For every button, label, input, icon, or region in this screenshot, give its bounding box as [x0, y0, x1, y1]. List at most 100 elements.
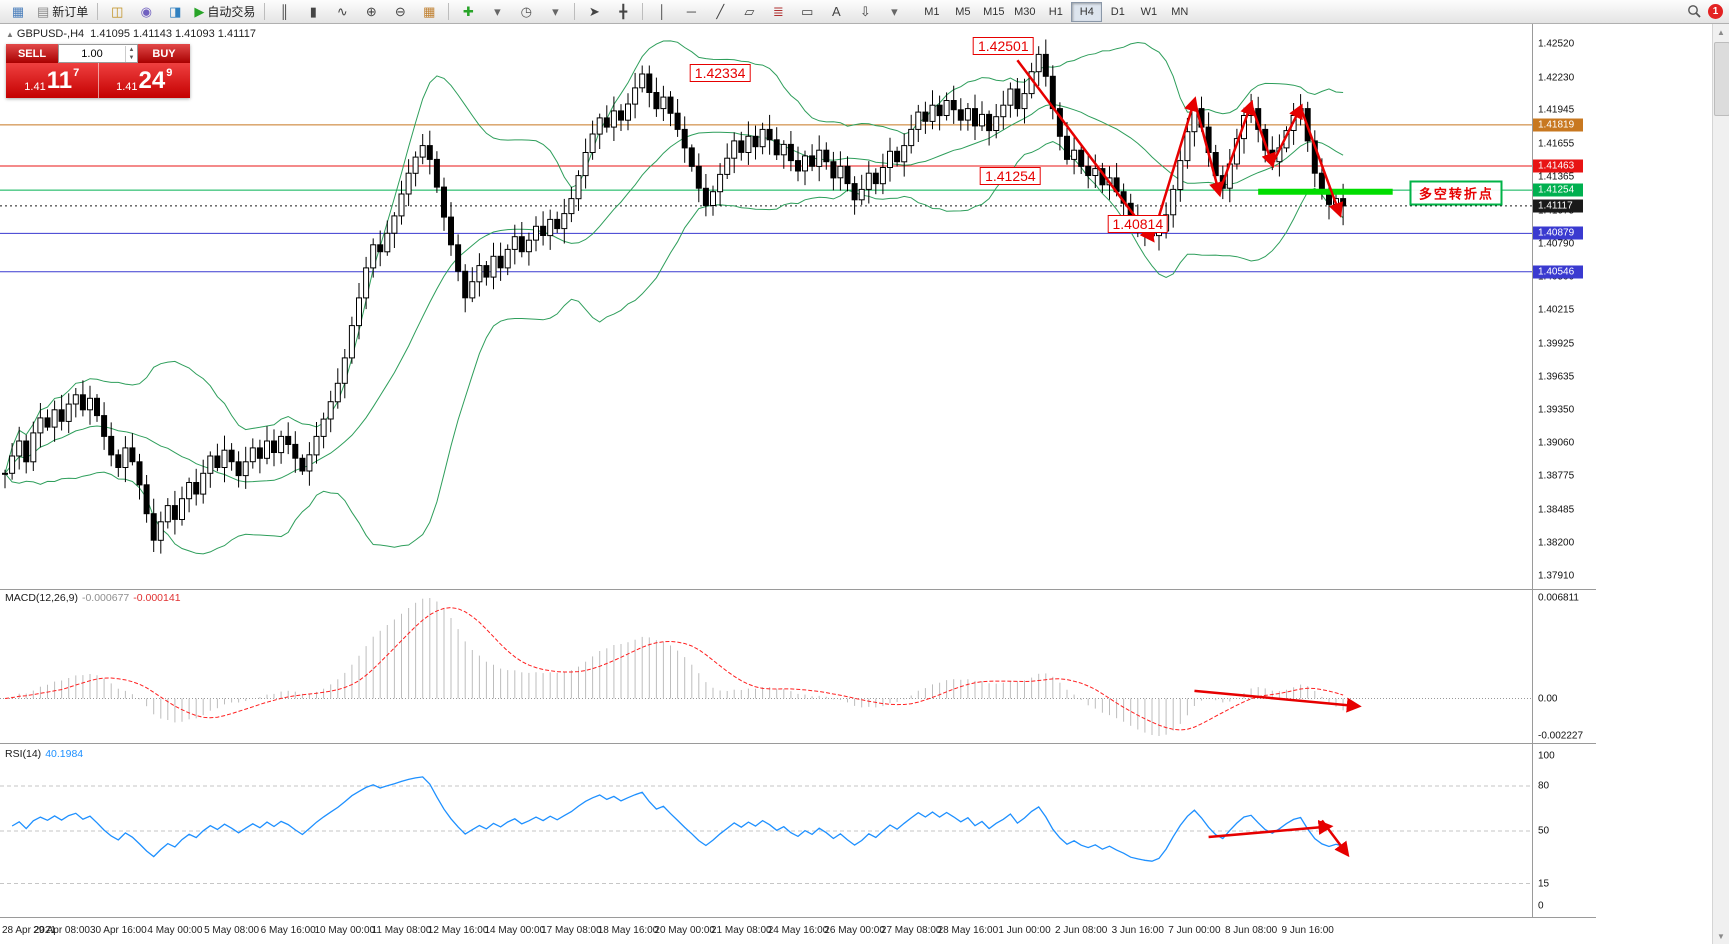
candle	[412, 151, 419, 187]
terminal-icon[interactable]: ◨	[161, 1, 189, 23]
autotrading-button[interactable]: ▶ 自动交易	[190, 1, 259, 23]
price-chart[interactable]	[0, 24, 1596, 944]
candle	[1014, 78, 1021, 117]
candle	[426, 130, 433, 175]
market-watch-icon[interactable]: ◫	[103, 1, 131, 23]
candle	[1021, 78, 1028, 124]
candle	[136, 453, 143, 500]
volume-down-icon[interactable]: ▼	[128, 54, 135, 61]
candle	[596, 113, 603, 149]
scrollbar-thumb[interactable]	[1714, 42, 1729, 116]
timeframe-h1[interactable]: H1	[1048, 5, 1063, 18]
ask-price[interactable]: 1.41 24 9	[97, 63, 191, 98]
timeframe-h4[interactable]: H4	[1071, 1, 1103, 22]
rsi-value: 40.1984	[45, 748, 84, 760]
scroll-up-icon[interactable]: ▲	[1713, 24, 1729, 40]
bar-chart-icon[interactable]: ║	[270, 1, 298, 23]
line-chart-icon[interactable]: ∿	[328, 1, 356, 23]
timeframe-d1[interactable]: D1	[1110, 5, 1125, 18]
candle	[249, 438, 256, 469]
indicators-dropdown-icon[interactable]: ▾	[483, 1, 511, 23]
notification-badge[interactable]: 1	[1708, 4, 1723, 19]
price-annotation-box[interactable]: 1.40814	[1107, 215, 1169, 233]
candle	[858, 174, 865, 205]
indicators-icon[interactable]: ✚	[454, 1, 482, 23]
candle	[717, 163, 724, 206]
charts-icon[interactable]: ▦	[4, 1, 32, 23]
candle	[1042, 39, 1049, 87]
candle	[101, 402, 108, 450]
periods-dropdown-icon[interactable]: ▾	[541, 1, 569, 23]
candle	[405, 159, 412, 207]
volume-input[interactable]	[59, 46, 125, 61]
zoom-out-icon[interactable]: ⊖	[386, 1, 414, 23]
zoom-in-icon[interactable]: ⊕	[357, 1, 385, 23]
turning-point-label[interactable]: 多空转折点	[1409, 180, 1503, 205]
objects-dropdown-icon[interactable]: ▾	[880, 1, 908, 23]
time-axis-label: 17 May 08:00	[541, 925, 602, 936]
toolbar-separator	[574, 3, 576, 20]
horizontal-line-icon[interactable]: ─	[677, 1, 705, 23]
candle	[2, 469, 8, 489]
bid-big: 11	[46, 66, 73, 94]
new-order-button[interactable]: ▤ 新订单	[33, 1, 92, 23]
bid-price[interactable]: 1.41 11 7	[6, 63, 98, 98]
arrows-icon[interactable]: ⇩	[851, 1, 879, 23]
price-annotation-box[interactable]: 1.41254	[980, 166, 1041, 185]
indicators-icon: ✚	[462, 4, 474, 19]
candle	[766, 114, 773, 155]
timeframe-m5[interactable]: M5	[955, 5, 971, 18]
volume-up-icon[interactable]: ▲	[128, 46, 135, 53]
toolbar: ▦ ▤ 新订单 ◫ ◉ ◨ ▶ 自动交易 ║ ▮ ∿ ⊕ ⊖ ▦ ✚ ▾ ◷ ▾ ➤ ╋ │ ─ ╱ ▱ ≣ ▭ A ⇩ ▾ M1 M5 M…	[0, 0, 1729, 24]
sell-button[interactable]: SELL	[6, 44, 58, 63]
channel-icon[interactable]: ▱	[735, 1, 763, 23]
ask-big: 24	[138, 66, 166, 94]
candle	[603, 105, 610, 133]
candle	[745, 121, 752, 165]
price-annotation-box[interactable]: 1.42334	[689, 63, 751, 82]
text-icon[interactable]: A	[822, 1, 850, 23]
timeframe-m30[interactable]: M30	[1014, 5, 1036, 18]
crosshair-icon[interactable]: ╋	[609, 1, 637, 23]
candle	[1311, 130, 1318, 188]
cursor-icon: ➤	[588, 4, 600, 19]
candle	[384, 220, 391, 256]
bar-chart-icon: ║	[279, 4, 289, 19]
timeframe-m1[interactable]: M1	[924, 5, 940, 18]
rsi-label: RSI(14) 40.1984	[5, 748, 83, 760]
vertical-scrollbar[interactable]: ▲ ▼	[1712, 24, 1729, 944]
timeframe-group: M1 M5 M15 M30 H1 H4 D1 W1 MN	[916, 1, 1195, 22]
search-icon[interactable]	[1687, 4, 1702, 19]
timeframe-mn[interactable]: MN	[1171, 5, 1189, 18]
timeframe-m15[interactable]: M15	[983, 5, 1005, 18]
market-watch-icon: ◫	[111, 4, 124, 19]
scale-tick: 1.39350	[1538, 404, 1575, 416]
buy-button[interactable]: BUY	[138, 44, 190, 63]
candle	[688, 144, 695, 172]
price-annotation-box[interactable]: 1.42501	[972, 37, 1034, 56]
tile-windows-icon[interactable]: ▦	[415, 1, 443, 23]
candle	[419, 134, 426, 165]
shapes-icon[interactable]: ▭	[793, 1, 821, 23]
candle	[221, 435, 228, 483]
timeframe-w1[interactable]: W1	[1140, 5, 1158, 18]
fibonacci-icon[interactable]: ≣	[764, 1, 792, 23]
vertical-line-icon[interactable]: │	[648, 1, 676, 23]
time-axis[interactable]: 28 Apr 2021 29 Apr 08:00 30 Apr 16:00 4 May…	[0, 918, 1596, 944]
periods-icon[interactable]: ◷	[512, 1, 540, 23]
candle	[51, 400, 58, 442]
navigator-icon[interactable]: ◉	[132, 1, 160, 23]
candle	[87, 385, 93, 425]
price-scale[interactable]: 1.425201.422301.419451.416551.413651.410…	[1533, 24, 1596, 944]
macd-main-value: -0.000677	[81, 592, 130, 604]
candle	[646, 65, 653, 108]
scroll-down-icon[interactable]: ▼	[1713, 928, 1729, 944]
trendline-icon: ╱	[716, 4, 725, 19]
cursor-icon[interactable]: ➤	[580, 1, 608, 23]
candle	[256, 439, 263, 474]
collapse-triangle-icon[interactable]: ▲	[6, 30, 14, 39]
trendline-icon[interactable]: ╱	[706, 1, 734, 23]
price-marker-badge: 1.41254	[1533, 183, 1583, 197]
time-axis-label: 1 Jun 00:00	[998, 925, 1051, 936]
candlestick-chart-icon[interactable]: ▮	[299, 1, 327, 23]
